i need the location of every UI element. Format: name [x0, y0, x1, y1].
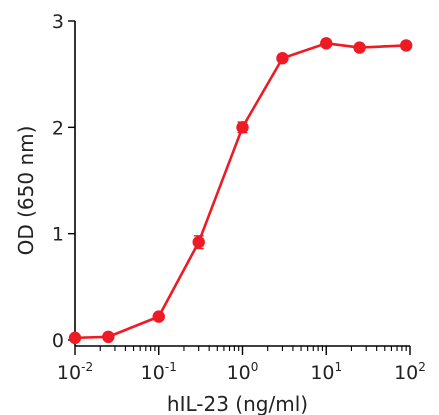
x-ticks: 10-2 10-1 100 101 102	[57, 346, 426, 384]
data-point	[236, 121, 249, 134]
data-point	[320, 37, 333, 50]
data-point	[353, 41, 366, 54]
data-point	[192, 235, 205, 249]
series-layer	[68, 37, 413, 345]
y-tick-label-0: 0	[52, 330, 64, 352]
y-axis-title: OD (650 nm)	[14, 126, 38, 256]
series-line-0	[74, 42, 407, 340]
y-ticks: 0 1 2 3	[52, 11, 75, 352]
x-axis-title: hIL-23 (ng/ml)	[167, 392, 308, 415]
data-point	[68, 331, 82, 345]
data-point	[276, 52, 289, 65]
data-point	[102, 330, 115, 344]
x-tick-label-3: 101	[310, 360, 342, 384]
x-tick-label-0: 10-2	[57, 360, 93, 384]
y-tick-label-2: 2	[52, 117, 64, 139]
x-tick-label-4: 102	[394, 360, 426, 384]
data-point	[399, 39, 413, 52]
y-tick-label-1: 1	[52, 224, 64, 246]
axes	[74, 21, 410, 347]
x-tick-label-1: 10-1	[141, 360, 177, 384]
y-tick-label-3: 3	[52, 11, 64, 33]
data-point	[152, 310, 165, 323]
x-tick-label-2: 100	[227, 360, 259, 384]
